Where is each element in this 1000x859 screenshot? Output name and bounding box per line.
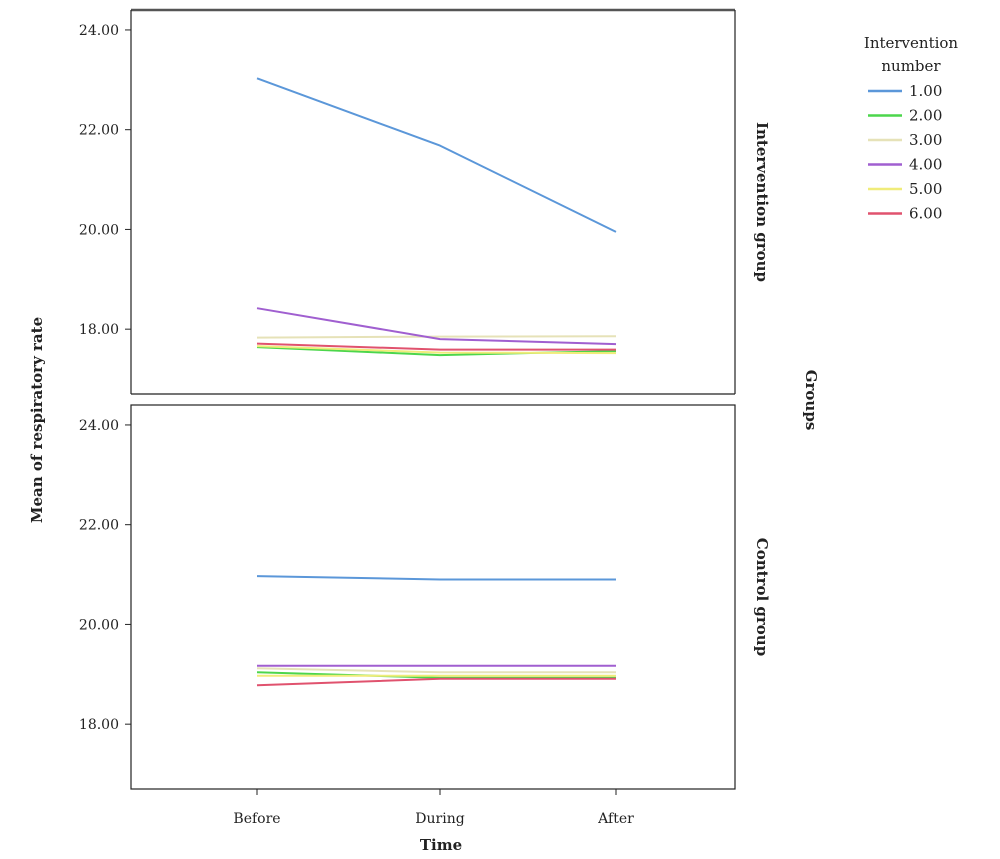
y-tick-label: 18.00	[79, 717, 119, 733]
legend-item: 2.00	[868, 107, 942, 125]
legend-item: 3.00	[868, 131, 942, 149]
legend-item: 1.00	[868, 82, 942, 100]
series-line-1.00	[256, 77, 617, 233]
series-line-5.00	[256, 345, 617, 355]
legend-label: 3.00	[909, 131, 942, 149]
legend-item: 6.00	[868, 205, 942, 223]
legend-title: Intervention	[864, 34, 959, 52]
x-tick-label: Before	[233, 811, 280, 827]
y-tick-label: 20.00	[79, 222, 119, 238]
series-line-6.00	[256, 342, 616, 351]
legend: Intervention number 1.00 2.00 3.00 4.00 5.00 6.…	[864, 34, 959, 223]
legend-label: 1.00	[909, 82, 942, 100]
x-tick-label: During	[415, 811, 464, 827]
panel-label: Control group	[753, 538, 771, 656]
series-line-4.00	[256, 307, 617, 346]
y-tick-label: 22.00	[79, 123, 119, 139]
x-tick-label: After	[597, 811, 634, 827]
series-line-3.00	[256, 335, 617, 339]
panel-frame	[130, 404, 736, 790]
panel-1: 18.00 20.00 22.00 24.00 Control group	[79, 404, 771, 790]
x-axis-title: Time	[420, 836, 462, 854]
legend-label: 2.00	[909, 107, 942, 125]
facet-title: Groups	[802, 370, 820, 431]
legend-item: 5.00	[868, 180, 942, 198]
legend-item: 4.00	[868, 156, 942, 174]
panel-0: 18.00 20.00 22.00 24.00 Intervention group	[79, 8, 771, 395]
y-tick-label: 24.00	[79, 418, 119, 434]
y-tick-label: 18.00	[79, 322, 119, 338]
x-axis: Before During After	[233, 789, 634, 827]
y-tick-label: 24.00	[79, 23, 119, 39]
y-tick-label: 20.00	[79, 617, 119, 633]
legend-title: number	[881, 57, 941, 75]
legend-label: 6.00	[909, 205, 942, 223]
panel-label: Intervention group	[753, 122, 771, 282]
legend-label: 5.00	[909, 180, 942, 198]
series-line-1.00	[256, 575, 616, 581]
legend-label: 4.00	[909, 156, 942, 174]
y-tick-label: 22.00	[79, 518, 119, 534]
series-line-6.00	[256, 677, 616, 687]
series-line-3.00	[256, 667, 616, 674]
y-axis-title: Mean of respiratory rate	[28, 317, 46, 523]
